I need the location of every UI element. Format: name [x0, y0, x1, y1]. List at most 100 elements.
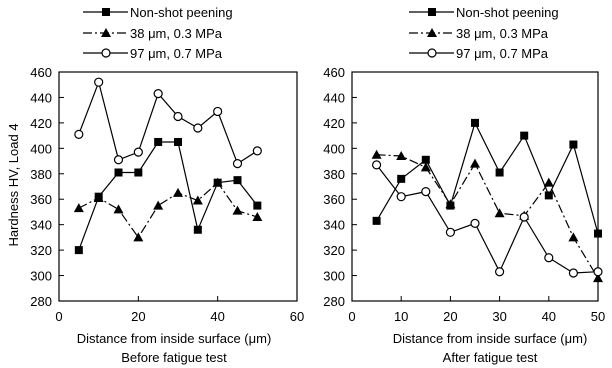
y-tick-label: 400	[30, 141, 52, 156]
data-point	[568, 232, 579, 242]
data-point	[252, 146, 262, 156]
y-tick-label: 360	[30, 192, 52, 207]
x-tick-label: 50	[591, 309, 605, 324]
x-tick-label: 30	[492, 309, 506, 324]
data-point	[74, 129, 84, 139]
data-point	[495, 267, 505, 277]
data-point	[193, 225, 202, 234]
x-tick-label: 20	[131, 309, 145, 324]
series-line-97-m-0-7-mpa	[78, 80, 258, 165]
y-tick-label: 380	[323, 167, 345, 182]
legend-marker-97um	[101, 48, 111, 58]
data-point	[371, 149, 382, 159]
y-tick-label: 460	[323, 65, 345, 80]
y-tick-label: 400	[323, 141, 345, 156]
legend-entry-97um: 97 μm, 0.7 MPa	[409, 46, 549, 61]
y-tick-label: 320	[323, 243, 345, 258]
legend-marker-38um	[427, 28, 437, 37]
data-point	[471, 118, 479, 127]
data-point	[73, 203, 84, 213]
data-point	[232, 205, 243, 215]
legend-label-38um: 38 μm, 0.3 MPa	[456, 26, 549, 41]
data-point	[594, 229, 602, 238]
y-tick-label: 280	[323, 294, 345, 309]
data-point	[569, 140, 578, 149]
data-point	[568, 268, 579, 278]
series-non-shot-peening	[372, 118, 602, 238]
data-point	[421, 186, 431, 197]
legend-left: Non-shot peening 38 μm, 0.3 MPa 97 μm, 0…	[83, 5, 233, 61]
data-point	[114, 168, 123, 177]
x-tick-label: 20	[443, 309, 457, 324]
data-point	[213, 106, 223, 117]
series-line-non-shot-peening	[376, 121, 599, 234]
plot-frame	[58, 71, 298, 302]
data-point	[134, 168, 143, 177]
y-tick-label: 360	[323, 192, 345, 207]
x-tick-label: 60	[290, 309, 304, 324]
data-point	[470, 218, 480, 228]
x-tick-label: 0	[348, 309, 355, 324]
y-tick-label: 440	[323, 90, 345, 105]
series-38-m-0-3-mpa	[73, 177, 263, 242]
x-axis-label-left: Distance from inside surface (μm)	[77, 331, 272, 346]
legend-label-97um: 97 μm, 0.7 MPa	[130, 46, 223, 61]
y-tick-label: 380	[30, 167, 52, 182]
x-tick-label: 40	[210, 309, 224, 324]
data-point	[173, 187, 183, 197]
legend-marker-non-shot-peening	[102, 8, 110, 16]
x-tick-label: 40	[542, 309, 556, 324]
data-point	[233, 176, 242, 185]
data-point	[192, 195, 203, 205]
legend-right: Non-shot peening 38 μm, 0.3 MPa 97 μm, 0…	[409, 5, 559, 61]
data-point	[74, 246, 83, 255]
y-tick-label: 440	[30, 90, 52, 105]
data-point	[593, 273, 603, 283]
y-tick-label: 300	[323, 269, 345, 284]
legend-entry-non-shot-peening: Non-shot peening	[83, 5, 233, 20]
caption-before-fatigue: Before fatigue test	[121, 350, 227, 365]
data-point	[421, 155, 430, 164]
series-line-38-m-0-3-mpa	[78, 181, 258, 239]
data-point	[153, 200, 164, 210]
series-line-97-m-0-7-mpa	[376, 164, 599, 274]
legend-entry-non-shot-peening: Non-shot peening	[409, 5, 559, 20]
plot-before-fatigue: 280 300 320 340 360 380 400 420 440 460 0 20 40 60	[30, 65, 304, 324]
series-line-38-m-0-3-mpa	[376, 154, 599, 279]
data-point	[543, 177, 554, 187]
data-point	[174, 137, 182, 146]
series-38-m-0-3-mpa	[371, 149, 603, 283]
y-tick-label: 340	[30, 218, 52, 233]
y-tick-label: 420	[323, 116, 345, 131]
data-point	[372, 216, 381, 225]
legend-marker-non-shot-peening	[428, 8, 436, 16]
data-point	[544, 253, 554, 263]
y-tick-label: 460	[30, 65, 52, 80]
data-point	[372, 160, 382, 170]
data-point	[133, 232, 144, 242]
data-point	[396, 150, 407, 160]
caption-after-fatigue: After fatigue test	[443, 350, 538, 365]
data-point	[253, 201, 262, 210]
y-tick-label: 320	[30, 243, 52, 258]
data-point	[445, 227, 455, 237]
data-point	[396, 192, 406, 202]
y-tick-label: 280	[30, 294, 52, 309]
legend-marker-97um	[427, 48, 437, 58]
plot-after-fatigue: 280 300 320 340 360 380 400 420 440 460 0 10 20 30 40 5…	[323, 65, 605, 324]
data-point	[495, 168, 504, 177]
legend-label-non-shot-peening: Non-shot peening	[130, 5, 233, 20]
data-point	[113, 155, 124, 165]
data-point	[113, 204, 124, 214]
plot-frame	[351, 71, 599, 302]
data-point	[593, 267, 603, 277]
data-point	[154, 137, 163, 146]
data-point	[93, 192, 104, 202]
legend-label-38um: 38 μm, 0.3 MPa	[130, 26, 223, 41]
legend-marker-38um	[101, 28, 111, 37]
y-tick-label: 300	[30, 269, 52, 284]
series-97-m-0-7-mpa	[74, 77, 262, 169]
series-97-m-0-7-mpa	[372, 160, 603, 278]
data-point	[420, 162, 431, 172]
